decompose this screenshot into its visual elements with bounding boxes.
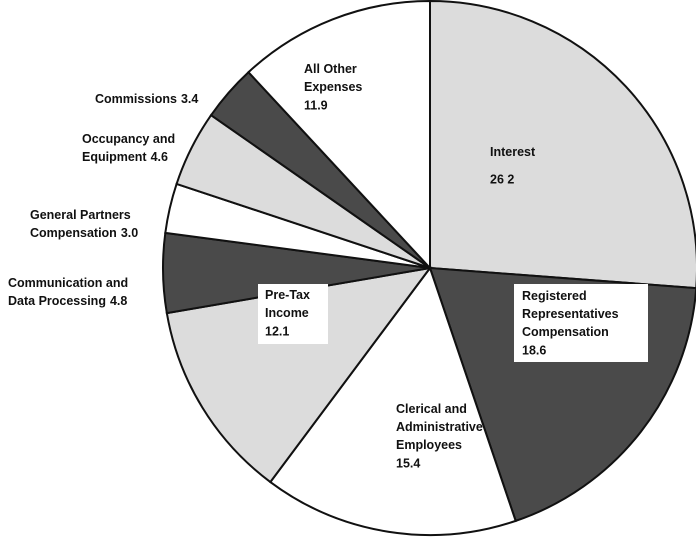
slice-label: Equipment 4.6 bbox=[82, 150, 168, 164]
slice-label: Data Processing 4.8 bbox=[8, 294, 127, 308]
slice-label: Registered bbox=[522, 289, 587, 303]
slice-label: All Other bbox=[304, 62, 357, 76]
slice-label-line: Pre-Tax bbox=[265, 288, 310, 302]
slice-label: Income bbox=[265, 306, 309, 320]
slice-label: Representatives bbox=[522, 307, 619, 321]
pie-slice bbox=[165, 266, 433, 484]
slice-label-line: Expenses bbox=[304, 80, 362, 94]
slice-label: Expenses bbox=[304, 80, 362, 94]
label-box bbox=[258, 284, 328, 344]
slice-label-line: Occupancy and bbox=[82, 132, 175, 146]
slice-label: Administrative bbox=[396, 420, 483, 434]
slice-label-line: Interest bbox=[490, 145, 536, 159]
slice-label: Compensation 3.0 bbox=[30, 226, 138, 240]
slice-label: Compensation bbox=[522, 325, 609, 339]
value-label: 4.6 bbox=[151, 150, 168, 164]
label-box bbox=[514, 284, 648, 362]
slice-label: Pre-Tax bbox=[265, 288, 310, 302]
slice-label-line: Communication and bbox=[8, 276, 128, 290]
pie-slice bbox=[247, 0, 431, 271]
slice-label-line: Administrative bbox=[396, 420, 483, 434]
slice-label-line: Employees bbox=[396, 438, 462, 452]
slice-label-line: Equipment bbox=[82, 150, 147, 164]
slice-label-line: Representatives bbox=[522, 307, 619, 321]
slice-label: Interest bbox=[490, 145, 536, 159]
slice-label-line: Data Processing bbox=[8, 294, 106, 308]
slice-label-line: Registered bbox=[522, 289, 587, 303]
slice-label-line: Clerical and bbox=[396, 402, 467, 416]
slice-label-line: Compensation bbox=[30, 226, 117, 240]
value-label: 3.4 bbox=[181, 92, 198, 106]
value-label: 15.4 bbox=[396, 456, 420, 470]
slice-label-line: Commissions bbox=[95, 92, 177, 106]
slice-label: Communication and bbox=[8, 276, 128, 290]
pie-slice bbox=[268, 265, 517, 536]
value-label: 3.0 bbox=[121, 226, 138, 240]
slice-label: Commissions 3.4 bbox=[95, 92, 198, 106]
slice-label-line: Income bbox=[265, 306, 309, 320]
slice-label: Occupancy and bbox=[82, 132, 175, 146]
value-label: 18.6 bbox=[522, 343, 546, 357]
pie-slice bbox=[429, 0, 696, 290]
value-label: 12.1 bbox=[265, 324, 289, 338]
slice-label: General Partners bbox=[30, 208, 131, 222]
slice-label: Clerical and bbox=[396, 402, 467, 416]
value-label: 4.8 bbox=[110, 294, 127, 308]
slice-label-line: General Partners bbox=[30, 208, 131, 222]
slice-label-line: All Other bbox=[304, 62, 357, 76]
value-label: 11.9 bbox=[304, 98, 328, 112]
slice-label: Employees bbox=[396, 438, 462, 452]
slice-label-line: Compensation bbox=[522, 325, 609, 339]
value-label: 26 2 bbox=[490, 172, 514, 186]
